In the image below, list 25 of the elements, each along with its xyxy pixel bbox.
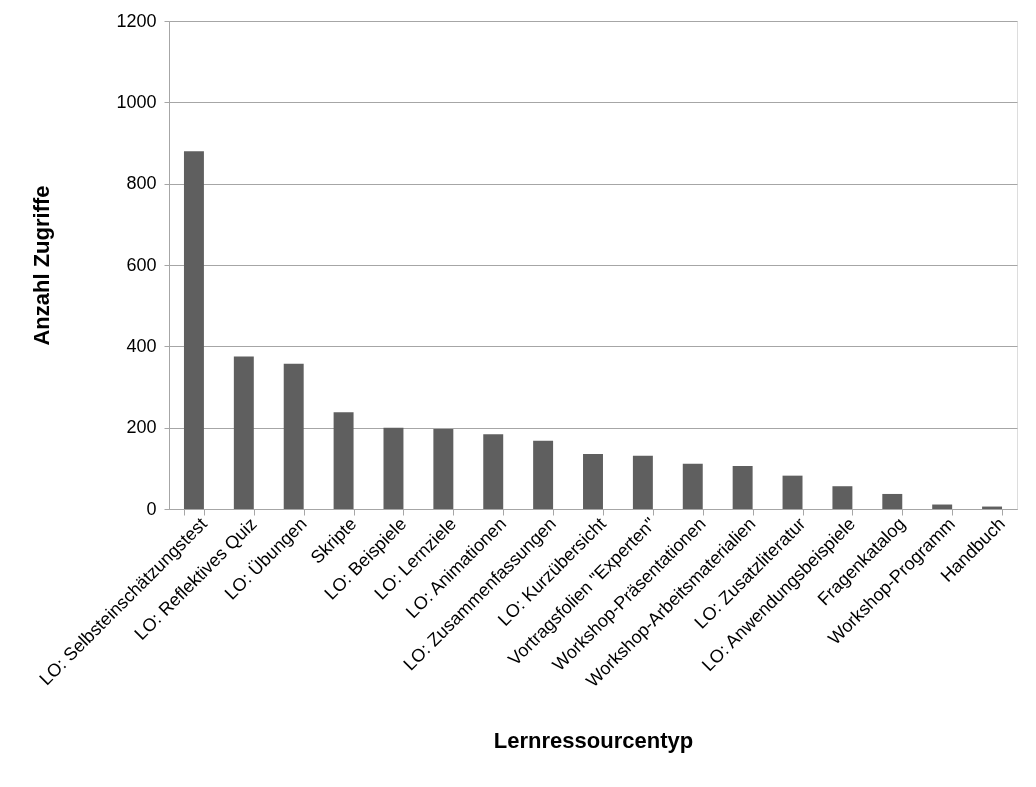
y-tick-label: 1000 — [116, 91, 157, 112]
x-axis-title: Lernressourcentyp — [493, 728, 694, 754]
bar — [632, 455, 653, 509]
y-tick-label: 1200 — [116, 10, 157, 31]
bar — [533, 440, 554, 509]
bar — [583, 454, 603, 509]
bar — [682, 463, 703, 509]
bar — [882, 493, 903, 509]
bar — [483, 434, 504, 509]
y-tick-label: 600 — [126, 254, 157, 275]
y-tick-label: 0 — [146, 498, 157, 519]
bar — [782, 475, 803, 509]
bar — [433, 428, 454, 509]
bar — [383, 427, 404, 509]
bar — [732, 465, 753, 509]
y-tick-label: 800 — [126, 173, 157, 194]
bar — [283, 363, 304, 509]
y-tick-label: 400 — [126, 335, 157, 356]
y-tick-label: 200 — [126, 417, 157, 438]
bar — [183, 151, 204, 509]
bar — [233, 356, 254, 509]
bar — [932, 504, 953, 509]
bar — [832, 486, 853, 509]
bar — [333, 412, 354, 509]
y-axis-title: Anzahl Zugriffe — [29, 185, 55, 346]
